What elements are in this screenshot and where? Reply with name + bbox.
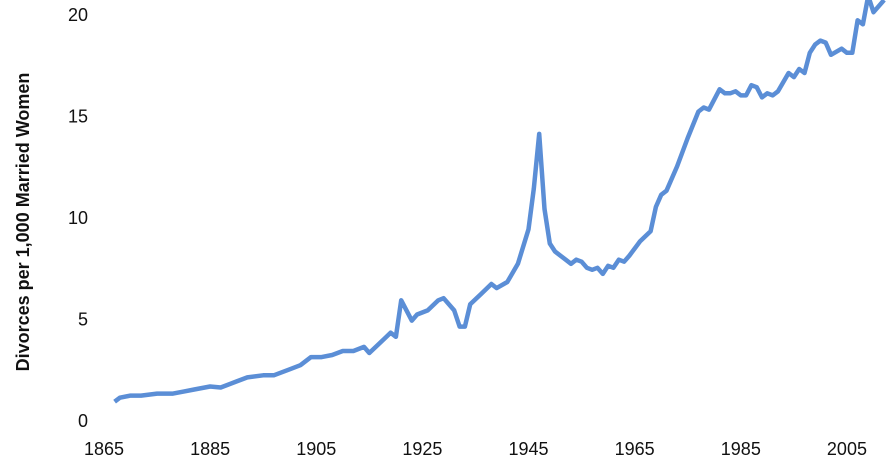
x-tick-label: 1965	[615, 439, 655, 459]
x-tick-label: 1985	[721, 439, 761, 459]
y-tick-label: 0	[78, 411, 88, 431]
x-tick-label: 1885	[190, 439, 230, 459]
x-tick-label: 1905	[296, 439, 336, 459]
y-tick-label: 10	[68, 208, 88, 228]
y-tick-label: 5	[78, 309, 88, 329]
y-tick-label: 15	[68, 106, 88, 126]
x-tick-label: 2005	[827, 439, 867, 459]
x-tick-label: 1865	[84, 439, 124, 459]
x-tick-label: 1945	[509, 439, 549, 459]
data-line	[113, 0, 886, 404]
x-tick-label: 1925	[402, 439, 442, 459]
y-tick-label: 20	[68, 5, 88, 25]
y-axis-label: Divorces per 1,000 Married Women	[13, 73, 33, 372]
